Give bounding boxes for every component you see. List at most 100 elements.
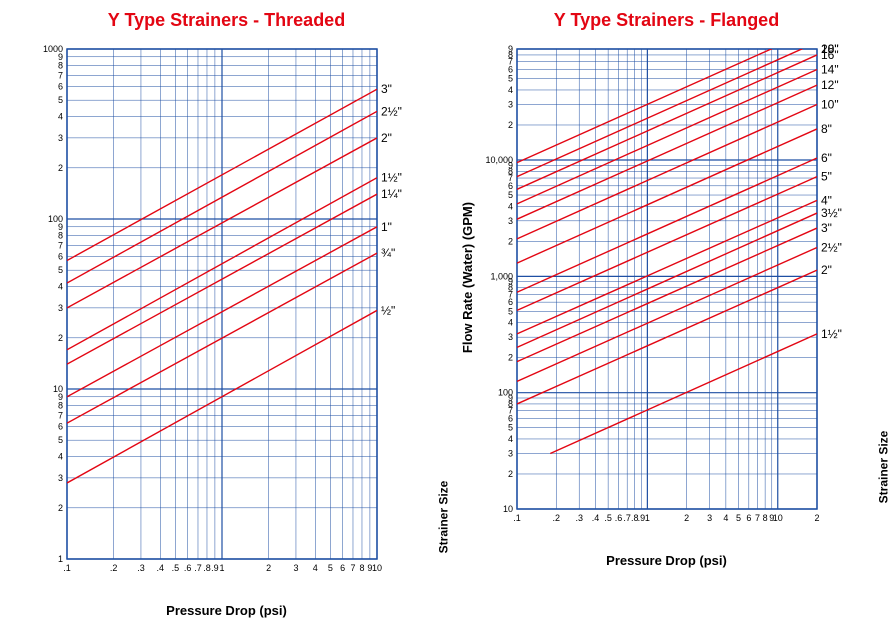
svg-text:5: 5 — [735, 513, 740, 523]
svg-text:8: 8 — [57, 60, 62, 70]
svg-text:7: 7 — [350, 563, 355, 573]
svg-text:2: 2 — [57, 333, 62, 343]
svg-text:1½": 1½" — [821, 327, 842, 341]
svg-text:.1: .1 — [513, 513, 521, 523]
svg-text:14": 14" — [821, 62, 839, 76]
chart-flanged-svg: 20"18"16"14"12"10"8"6"5"4"3½"3"2½"2"1½".… — [457, 39, 877, 549]
svg-text:.2: .2 — [109, 563, 117, 573]
svg-text:.3: .3 — [575, 513, 583, 523]
svg-text:100: 100 — [47, 214, 62, 224]
charts-container: Y Type Strainers - Threaded 3"2½"2"1½"1¼… — [10, 10, 883, 618]
svg-text:2½": 2½" — [821, 240, 842, 254]
chart-flanged: Y Type Strainers - Flanged Flow Rate (Wa… — [457, 10, 877, 568]
svg-text:.4: .4 — [591, 513, 599, 523]
svg-text:3: 3 — [507, 332, 512, 342]
svg-text:.5: .5 — [604, 513, 612, 523]
svg-text:.2: .2 — [552, 513, 560, 523]
svg-text:6: 6 — [57, 82, 62, 92]
svg-text:8: 8 — [359, 563, 364, 573]
svg-text:.7: .7 — [194, 563, 202, 573]
svg-text:4: 4 — [312, 563, 317, 573]
chart-flanged-strainer-label: Strainer Size — [876, 431, 890, 504]
svg-text:.4: .4 — [156, 563, 164, 573]
svg-text:4: 4 — [507, 318, 512, 328]
chart-threaded: Y Type Strainers - Threaded 3" 2½" 2" 1 ½" 1¼… — [17, 10, 437, 618]
chart-threaded-svg: 3"2½"2"1½"1¼"1"¾"½".1.2.3.4.5.6.7.8.9123… — [17, 39, 437, 599]
svg-text:8: 8 — [57, 400, 62, 410]
svg-text:.6: .6 — [614, 513, 622, 523]
svg-text:.6: .6 — [183, 563, 191, 573]
svg-text:.5: .5 — [171, 563, 179, 573]
svg-text:6: 6 — [57, 422, 62, 432]
svg-text:3: 3 — [507, 216, 512, 226]
svg-text:4: 4 — [57, 112, 62, 122]
svg-text:5: 5 — [57, 265, 62, 275]
svg-text:16": 16" — [821, 48, 839, 62]
svg-text:100: 100 — [497, 388, 512, 398]
svg-text:.9: .9 — [211, 563, 219, 573]
svg-text:10: 10 — [502, 504, 512, 514]
svg-text:5: 5 — [507, 423, 512, 433]
svg-text:4: 4 — [507, 201, 512, 211]
svg-text:.8: .8 — [203, 563, 211, 573]
svg-text:7: 7 — [57, 70, 62, 80]
svg-text:5": 5" — [821, 170, 832, 184]
svg-text:4: 4 — [57, 452, 62, 462]
svg-text:1: 1 — [219, 563, 224, 573]
svg-text:6: 6 — [340, 563, 345, 573]
svg-text:10: 10 — [52, 384, 62, 394]
svg-text:3: 3 — [57, 473, 62, 483]
svg-text:1: 1 — [644, 513, 649, 523]
svg-text:.3: .3 — [137, 563, 145, 573]
svg-text:2: 2 — [684, 513, 689, 523]
svg-text:2: 2 — [507, 120, 512, 130]
svg-text:2: 2 — [507, 236, 512, 246]
svg-text:½": ½" — [381, 303, 395, 317]
svg-text:12": 12" — [821, 78, 839, 92]
svg-text:3: 3 — [507, 100, 512, 110]
svg-text:2": 2" — [381, 131, 392, 145]
svg-text:6: 6 — [57, 252, 62, 262]
svg-text:1¼": 1¼" — [381, 187, 402, 201]
svg-text:.1: .1 — [63, 563, 71, 573]
svg-text:3: 3 — [57, 133, 62, 143]
svg-text:5: 5 — [57, 95, 62, 105]
svg-text:10,000: 10,000 — [485, 155, 513, 165]
svg-text:4: 4 — [57, 282, 62, 292]
svg-text:3½": 3½" — [821, 206, 842, 220]
svg-text:2: 2 — [507, 353, 512, 363]
svg-text:3: 3 — [293, 563, 298, 573]
svg-text:4: 4 — [507, 85, 512, 95]
svg-text:2½": 2½" — [381, 104, 402, 118]
svg-text:10: 10 — [772, 513, 782, 523]
svg-text:3: 3 — [507, 448, 512, 458]
svg-text:7: 7 — [57, 410, 62, 420]
svg-text:1,000: 1,000 — [490, 271, 513, 281]
svg-text:7: 7 — [57, 240, 62, 250]
svg-text:1": 1" — [381, 220, 392, 234]
svg-text:8: 8 — [57, 230, 62, 240]
svg-text:9: 9 — [507, 44, 512, 54]
svg-text:4: 4 — [507, 434, 512, 444]
svg-text:3: 3 — [707, 513, 712, 523]
svg-text:10: 10 — [371, 563, 381, 573]
svg-text:1000: 1000 — [42, 44, 62, 54]
svg-text:.7: .7 — [623, 513, 631, 523]
svg-text:5: 5 — [507, 74, 512, 84]
svg-text:1: 1 — [57, 554, 62, 564]
svg-text:7: 7 — [755, 513, 760, 523]
svg-text:2": 2" — [821, 263, 832, 277]
chart-threaded-strainer-label: Strainer Size — [436, 481, 450, 554]
svg-text:6: 6 — [746, 513, 751, 523]
chart-flanged-ylabel: Flow Rate (Water) (GPM) — [460, 202, 475, 353]
chart-flanged-title: Y Type Strainers - Flanged — [457, 10, 877, 31]
svg-text:5: 5 — [507, 306, 512, 316]
svg-text:¾": ¾" — [381, 246, 395, 260]
chart-threaded-title: Y Type Strainers - Threaded — [17, 10, 437, 31]
svg-text:2: 2 — [57, 503, 62, 513]
svg-text:2: 2 — [266, 563, 271, 573]
chart-flanged-xlabel: Pressure Drop (psi) — [457, 553, 877, 568]
svg-text:5: 5 — [507, 190, 512, 200]
svg-text:3": 3" — [381, 82, 392, 96]
svg-text:5: 5 — [327, 563, 332, 573]
